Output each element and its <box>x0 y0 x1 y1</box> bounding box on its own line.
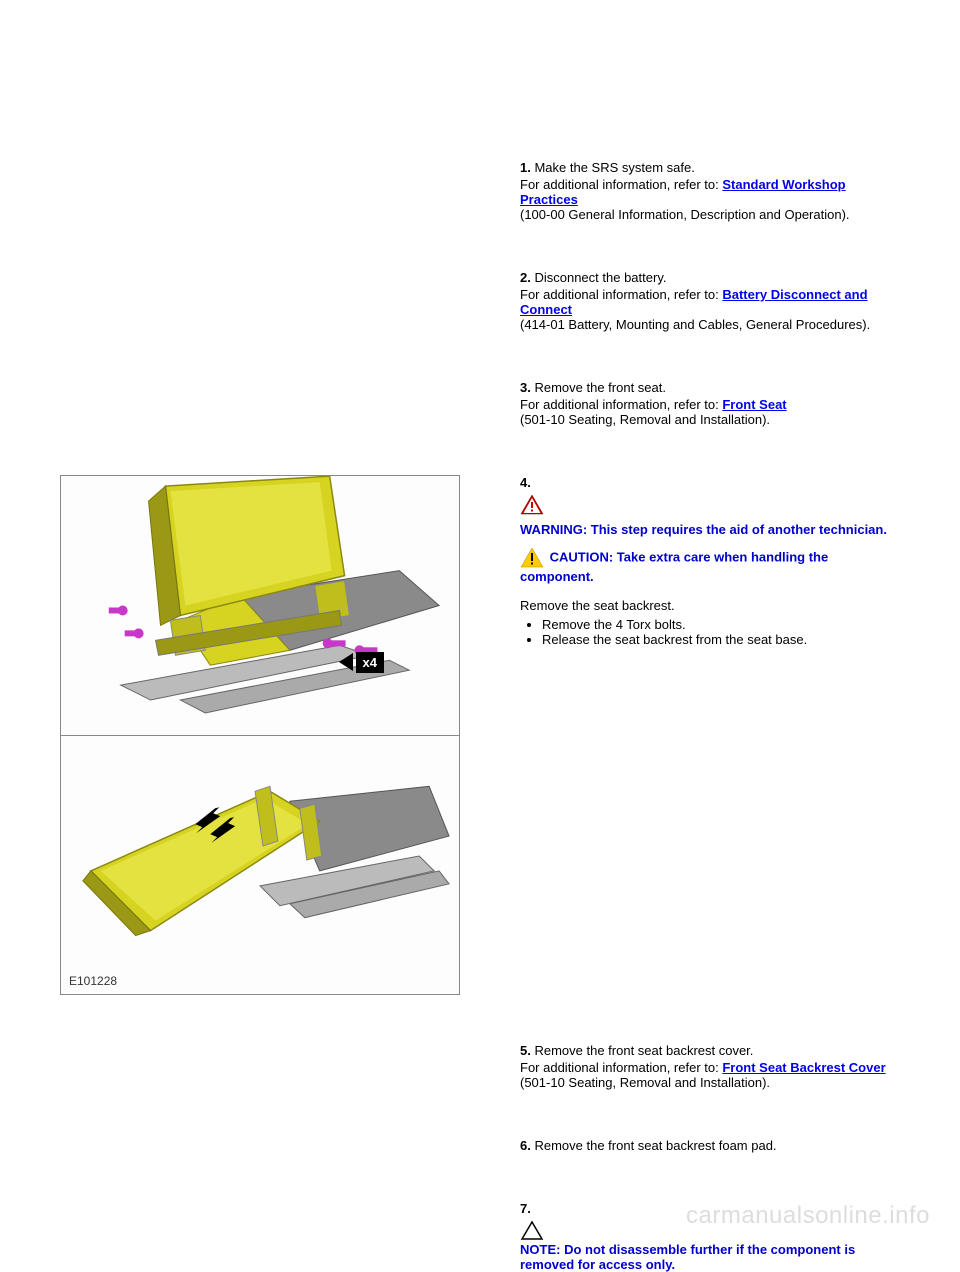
step-number: 1. <box>520 160 531 175</box>
step-3: 3. Remove the front seat. For additional… <box>60 380 900 427</box>
step-text: Remove the front seat backrest foam pad. <box>534 1138 776 1153</box>
warning-icon <box>520 494 544 516</box>
step-tail: (414-01 Battery, Mounting and Cables, Ge… <box>520 317 900 332</box>
watermark: carmanualsonline.info <box>686 1202 930 1230</box>
note-text: Do not disassemble further if the compon… <box>520 1242 855 1272</box>
step-text: Disconnect the battery. <box>534 270 666 285</box>
note-icon <box>520 1220 544 1242</box>
seat-removal-illustration-top <box>61 476 459 735</box>
step-bullets: Remove the 4 Torx bolts. Release the sea… <box>542 617 900 647</box>
step-number: 5. <box>520 1043 531 1058</box>
step-sub: For additional information, refer to: <box>520 287 719 302</box>
step-number: 6. <box>520 1138 531 1153</box>
step-number: 4. <box>520 475 531 490</box>
step-1: 1. Make the SRS system safe. For additio… <box>60 160 900 222</box>
step-text: Make the SRS system safe. <box>534 160 694 175</box>
step-number: 7. <box>520 1201 531 1216</box>
seat-removal-illustration-bottom <box>61 736 459 966</box>
step-tail: (100-00 General Information, Description… <box>520 207 900 222</box>
step-5: 5. Remove the front seat backrest cover.… <box>60 1043 900 1090</box>
step-tail: (501-10 Seating, Removal and Installatio… <box>520 412 900 427</box>
step-main: Remove the seat backrest. <box>520 598 900 613</box>
step-sub: For additional information, refer to: <box>520 397 719 412</box>
step-sub: For additional information, refer to: <box>520 177 719 192</box>
step-number: 3. <box>520 380 531 395</box>
step-4: x4 <box>60 475 900 995</box>
step-text: Remove the front seat backrest cover. <box>534 1043 753 1058</box>
figure-panel-top: x4 <box>61 476 459 736</box>
figure-seat-backrest: x4 <box>60 475 460 995</box>
bullet-item: Remove the 4 Torx bolts. <box>542 617 900 632</box>
caution-label: CAUTION: <box>550 549 614 564</box>
step-tail: (501-10 Seating, Removal and Installatio… <box>520 1075 900 1090</box>
figure-panel-bottom <box>61 736 459 966</box>
step-number: 2. <box>520 270 531 285</box>
link-front-seat[interactable]: Front Seat <box>722 397 786 412</box>
step-sub: For additional information, refer to: <box>520 1060 719 1075</box>
note-label: NOTE: <box>520 1242 560 1257</box>
link-backrest-cover[interactable]: Front Seat Backrest Cover <box>722 1060 885 1075</box>
x4-badge: x4 <box>356 652 384 673</box>
bullet-item: Release the seat backrest from the seat … <box>542 632 900 647</box>
x4-arrow-icon <box>339 653 353 671</box>
step-text: Remove the front seat. <box>534 380 666 395</box>
step-6: 6. Remove the front seat backrest foam p… <box>60 1138 900 1153</box>
warning-label: WARNING: <box>520 522 587 537</box>
caution-icon <box>520 547 544 569</box>
step-2: 2. Disconnect the battery. For additiona… <box>60 270 900 332</box>
figure-label: E101228 <box>69 974 117 988</box>
warning-text: This step requires the aid of another te… <box>591 522 887 537</box>
